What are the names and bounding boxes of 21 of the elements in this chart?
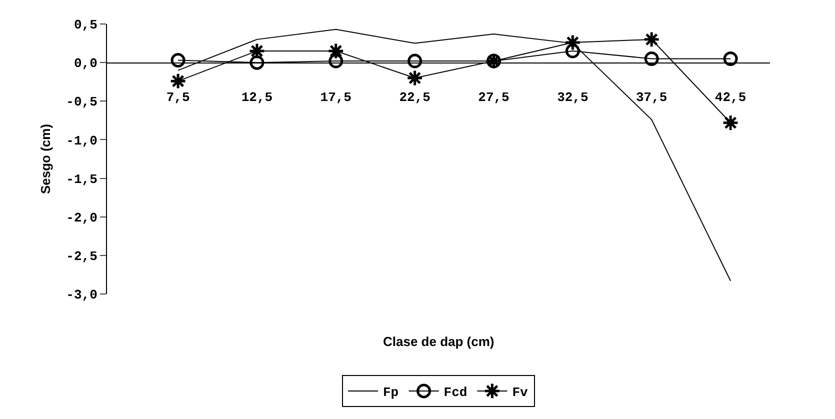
x-axis-title: Clase de dap (cm) <box>383 334 494 349</box>
x-tick-label: 17,5 <box>320 90 352 106</box>
y-tick-label: 0,5 <box>74 18 98 33</box>
y-tick-label: -2,0 <box>66 210 98 226</box>
y-tick-label: -0,5 <box>66 94 98 110</box>
legend-label: Fcd <box>444 385 468 400</box>
x-tick-label: 42,5 <box>714 90 746 106</box>
legend-label: Fp <box>383 385 399 400</box>
y-tick-label: -2,5 <box>66 248 98 264</box>
x-tick-label: 12,5 <box>241 90 273 106</box>
y-tick-label: -1,0 <box>66 133 98 148</box>
y-tick-label: 0,0 <box>74 56 98 72</box>
x-tick-label: 32,5 <box>557 90 588 106</box>
x-tick-label: 37,5 <box>636 90 668 106</box>
y-tick-label: -1,5 <box>66 172 98 187</box>
y-axis-title: Sesgo (cm) <box>38 124 54 194</box>
legend-label: Fv <box>512 385 528 400</box>
x-tick-label: 7,5 <box>166 90 190 106</box>
y-tick-label: -3,0 <box>66 288 98 303</box>
x-tick-label: 22,5 <box>399 90 431 106</box>
x-tick-label: 27,5 <box>478 90 510 106</box>
